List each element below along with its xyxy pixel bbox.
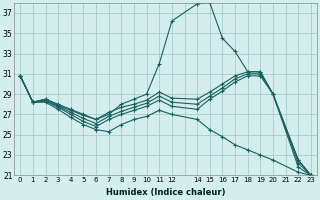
X-axis label: Humidex (Indice chaleur): Humidex (Indice chaleur) [106,188,225,197]
